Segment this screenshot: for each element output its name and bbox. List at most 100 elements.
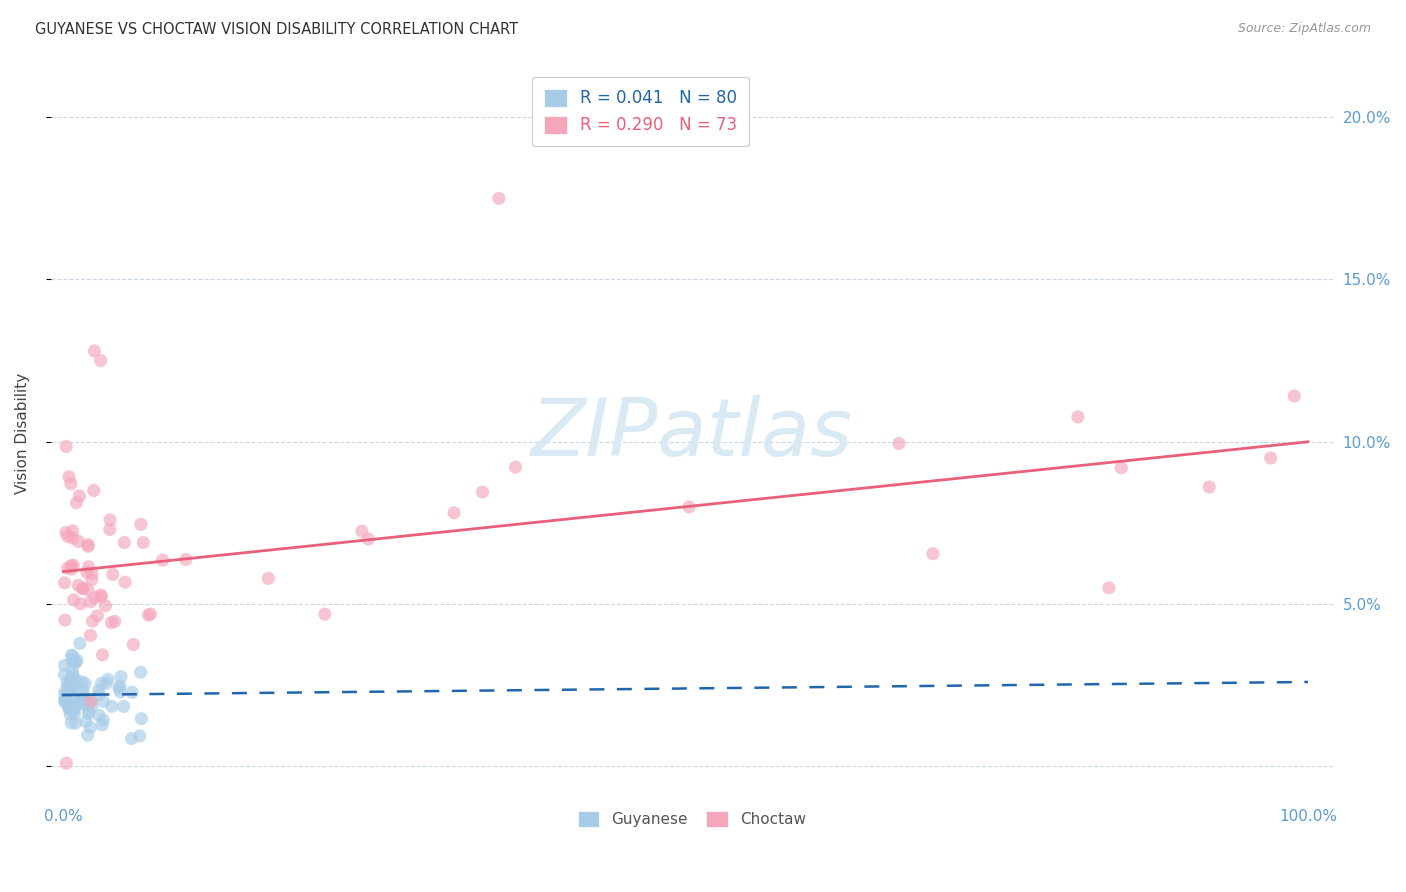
- Point: [53, 658, 76, 673]
- Point: [60, 562, 83, 576]
- Point: [63, 703, 86, 717]
- Point: [104, 615, 127, 629]
- Point: [83, 483, 105, 498]
- Point: [91, 713, 114, 727]
- Point: [129, 665, 152, 680]
- Point: [53, 685, 76, 699]
- Point: [56, 675, 79, 690]
- Point: [63, 655, 86, 669]
- Point: [59, 681, 82, 695]
- Point: [58, 470, 80, 484]
- Point: [86, 608, 108, 623]
- Point: [67, 489, 90, 503]
- Point: [58, 701, 80, 715]
- Point: [53, 695, 76, 709]
- Point: [53, 667, 76, 681]
- Point: [101, 567, 124, 582]
- Point: [128, 729, 150, 743]
- Point: [80, 566, 103, 581]
- Point: [62, 668, 84, 682]
- Point: [1067, 409, 1090, 424]
- Point: [73, 689, 96, 703]
- Point: [55, 525, 77, 540]
- Point: [505, 460, 527, 475]
- Point: [79, 721, 101, 735]
- Point: [471, 485, 494, 500]
- Point: [100, 615, 122, 630]
- Point: [77, 706, 100, 721]
- Point: [65, 656, 87, 670]
- Point: [53, 575, 76, 590]
- Point: [62, 524, 84, 538]
- Point: [174, 552, 197, 566]
- Point: [87, 683, 110, 698]
- Point: [55, 688, 77, 702]
- Point: [72, 581, 94, 595]
- Point: [1260, 450, 1282, 465]
- Point: [79, 694, 101, 708]
- Point: [79, 595, 101, 609]
- Point: [132, 535, 155, 549]
- Point: [69, 636, 91, 650]
- Point: [59, 476, 82, 491]
- Point: [75, 714, 97, 729]
- Point: [90, 676, 112, 690]
- Point: [138, 608, 160, 623]
- Point: [77, 704, 100, 718]
- Point: [129, 517, 152, 532]
- Point: [67, 534, 90, 549]
- Point: [97, 673, 120, 687]
- Point: [131, 712, 153, 726]
- Point: [56, 561, 79, 575]
- Point: [60, 673, 83, 688]
- Point: [60, 648, 83, 663]
- Point: [75, 676, 97, 690]
- Point: [96, 676, 118, 690]
- Point: [77, 539, 100, 553]
- Point: [62, 671, 84, 685]
- Point: [84, 591, 107, 605]
- Point: [55, 756, 77, 771]
- Point: [56, 692, 79, 706]
- Point: [56, 681, 79, 695]
- Point: [314, 607, 336, 622]
- Point: [76, 728, 98, 742]
- Point: [121, 685, 143, 699]
- Point: [72, 698, 94, 712]
- Point: [91, 694, 114, 708]
- Point: [62, 664, 84, 678]
- Point: [67, 578, 90, 592]
- Point: [77, 559, 100, 574]
- Point: [114, 575, 136, 590]
- Point: [922, 547, 945, 561]
- Point: [678, 500, 700, 514]
- Point: [122, 638, 145, 652]
- Point: [53, 693, 76, 707]
- Point: [60, 558, 83, 573]
- Point: [90, 590, 112, 604]
- Point: [91, 718, 114, 732]
- Point: [98, 523, 121, 537]
- Point: [80, 694, 103, 708]
- Point: [357, 532, 380, 546]
- Point: [62, 558, 84, 573]
- Legend: Guyanese, Choctaw: Guyanese, Choctaw: [571, 803, 814, 835]
- Point: [77, 696, 100, 710]
- Point: [139, 607, 162, 621]
- Point: [63, 707, 86, 722]
- Point: [59, 679, 82, 693]
- Point: [59, 707, 82, 722]
- Point: [66, 653, 89, 667]
- Point: [108, 681, 131, 695]
- Point: [80, 573, 103, 587]
- Point: [1098, 581, 1121, 595]
- Point: [55, 690, 77, 704]
- Text: Source: ZipAtlas.com: Source: ZipAtlas.com: [1237, 22, 1371, 36]
- Point: [58, 678, 80, 692]
- Point: [887, 436, 910, 450]
- Text: ZIPatlas: ZIPatlas: [531, 394, 853, 473]
- Point: [60, 654, 83, 668]
- Point: [63, 673, 86, 687]
- Point: [72, 582, 94, 596]
- Point: [69, 692, 91, 706]
